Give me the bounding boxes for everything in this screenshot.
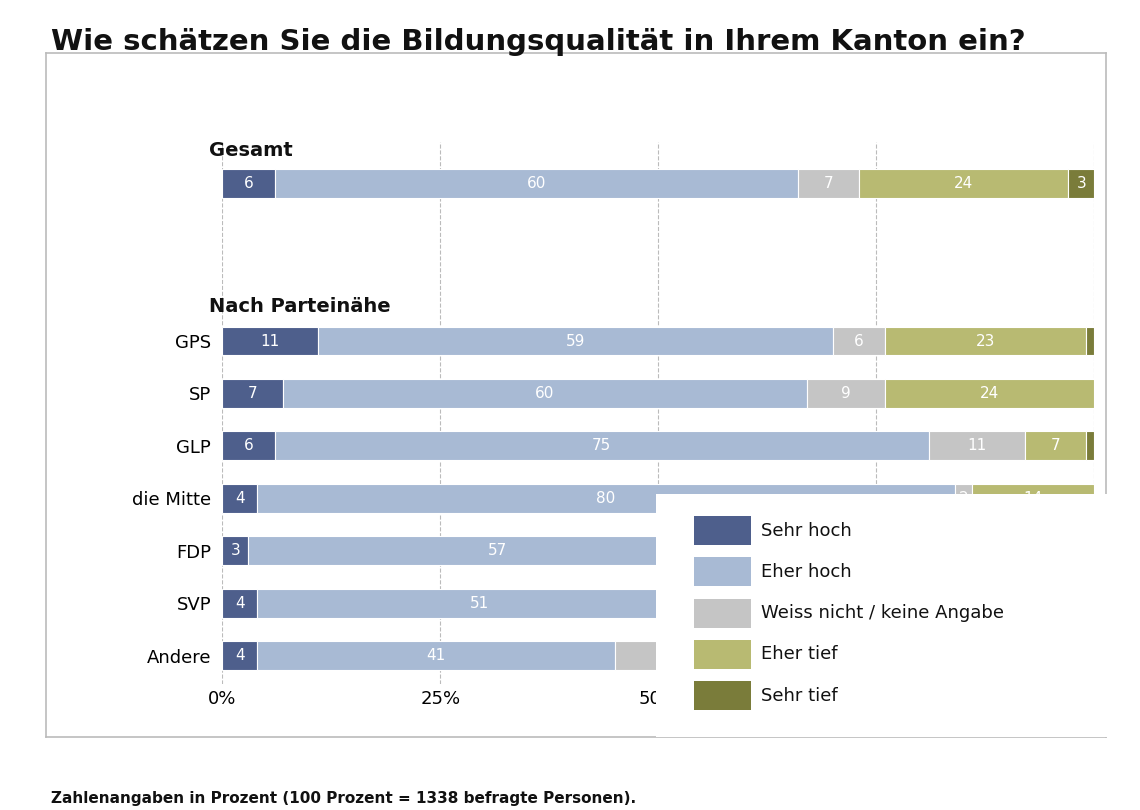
Text: 11: 11 — [967, 438, 986, 454]
Text: 3: 3 — [1076, 177, 1086, 191]
Text: 41: 41 — [426, 648, 446, 663]
Bar — [885, 379, 1094, 408]
Bar — [694, 599, 751, 628]
Bar — [318, 326, 832, 356]
Bar — [222, 432, 275, 460]
Text: 59: 59 — [565, 334, 585, 348]
Bar — [955, 484, 972, 513]
Bar — [1059, 642, 1094, 670]
Bar — [222, 589, 258, 617]
Text: 57: 57 — [488, 544, 506, 558]
Text: 75: 75 — [592, 438, 611, 454]
Bar — [694, 557, 751, 586]
Bar — [222, 536, 249, 565]
Bar — [832, 326, 885, 356]
Text: 14: 14 — [1024, 491, 1043, 505]
Bar — [1068, 169, 1094, 198]
Text: 8: 8 — [1054, 595, 1065, 611]
Text: 31: 31 — [880, 595, 899, 611]
Bar — [222, 642, 258, 670]
Text: Eher hoch: Eher hoch — [760, 563, 852, 581]
Text: 4: 4 — [235, 648, 245, 663]
Text: Eher tief: Eher tief — [760, 646, 838, 663]
Text: 60: 60 — [536, 386, 555, 401]
Bar — [694, 516, 751, 545]
Text: 4: 4 — [235, 595, 245, 611]
Text: 35: 35 — [897, 648, 917, 663]
Text: 23: 23 — [976, 334, 995, 348]
Bar — [815, 536, 1059, 565]
Text: Wie schätzen Sie die Bildungsqualität in Ihrem Kanton ein?: Wie schätzen Sie die Bildungsqualität in… — [51, 28, 1026, 57]
Bar — [1085, 326, 1094, 356]
Text: Zahlenangaben in Prozent (100 Prozent = 1338 befragte Personen).: Zahlenangaben in Prozent (100 Prozent = … — [51, 791, 636, 806]
Text: Sehr hoch: Sehr hoch — [760, 522, 852, 539]
Bar — [807, 379, 885, 408]
Bar — [1025, 432, 1085, 460]
Text: 11: 11 — [261, 334, 280, 348]
Bar — [885, 326, 1085, 356]
Bar — [755, 642, 1059, 670]
Bar — [1025, 589, 1094, 617]
Text: 60: 60 — [527, 177, 546, 191]
Bar — [702, 589, 755, 617]
Bar — [614, 642, 755, 670]
Text: Weiss nicht / keine Angabe: Weiss nicht / keine Angabe — [760, 604, 1004, 622]
Text: 6: 6 — [244, 177, 253, 191]
Bar — [275, 432, 929, 460]
Text: 6: 6 — [244, 438, 253, 454]
Text: Sehr tief: Sehr tief — [760, 687, 838, 705]
Bar — [1059, 536, 1094, 565]
Text: 24: 24 — [954, 177, 974, 191]
Bar — [222, 379, 284, 408]
Text: 24: 24 — [980, 386, 1000, 401]
Text: 7: 7 — [823, 177, 833, 191]
Text: 3: 3 — [230, 544, 241, 558]
Text: 4: 4 — [1072, 544, 1082, 558]
Text: 51: 51 — [470, 595, 489, 611]
Bar — [972, 484, 1094, 513]
Text: 4: 4 — [1072, 648, 1082, 663]
Text: 6: 6 — [854, 334, 864, 348]
Bar — [258, 589, 702, 617]
Bar — [858, 169, 1068, 198]
Text: 28: 28 — [928, 544, 947, 558]
Bar — [275, 169, 798, 198]
Bar — [798, 169, 858, 198]
Text: 7: 7 — [1050, 438, 1060, 454]
Bar — [694, 640, 751, 669]
Text: Nach Parteinähe: Nach Parteinähe — [210, 297, 391, 317]
Text: 80: 80 — [596, 491, 616, 505]
Text: 8: 8 — [775, 544, 785, 558]
Text: 4: 4 — [235, 491, 245, 505]
Bar — [249, 536, 746, 565]
Bar — [222, 169, 275, 198]
Bar — [1085, 432, 1094, 460]
Bar — [755, 589, 1025, 617]
Text: 9: 9 — [841, 386, 850, 401]
Text: Gesamt: Gesamt — [210, 141, 293, 160]
Bar — [694, 681, 751, 710]
Bar — [258, 642, 614, 670]
Bar — [222, 326, 318, 356]
Text: 7: 7 — [249, 386, 258, 401]
Bar — [929, 432, 1025, 460]
Text: 6: 6 — [723, 595, 733, 611]
Text: 16: 16 — [675, 648, 694, 663]
Bar — [222, 484, 258, 513]
Bar — [746, 536, 815, 565]
Bar — [258, 484, 955, 513]
Bar — [284, 379, 807, 408]
Text: 2: 2 — [959, 491, 968, 505]
